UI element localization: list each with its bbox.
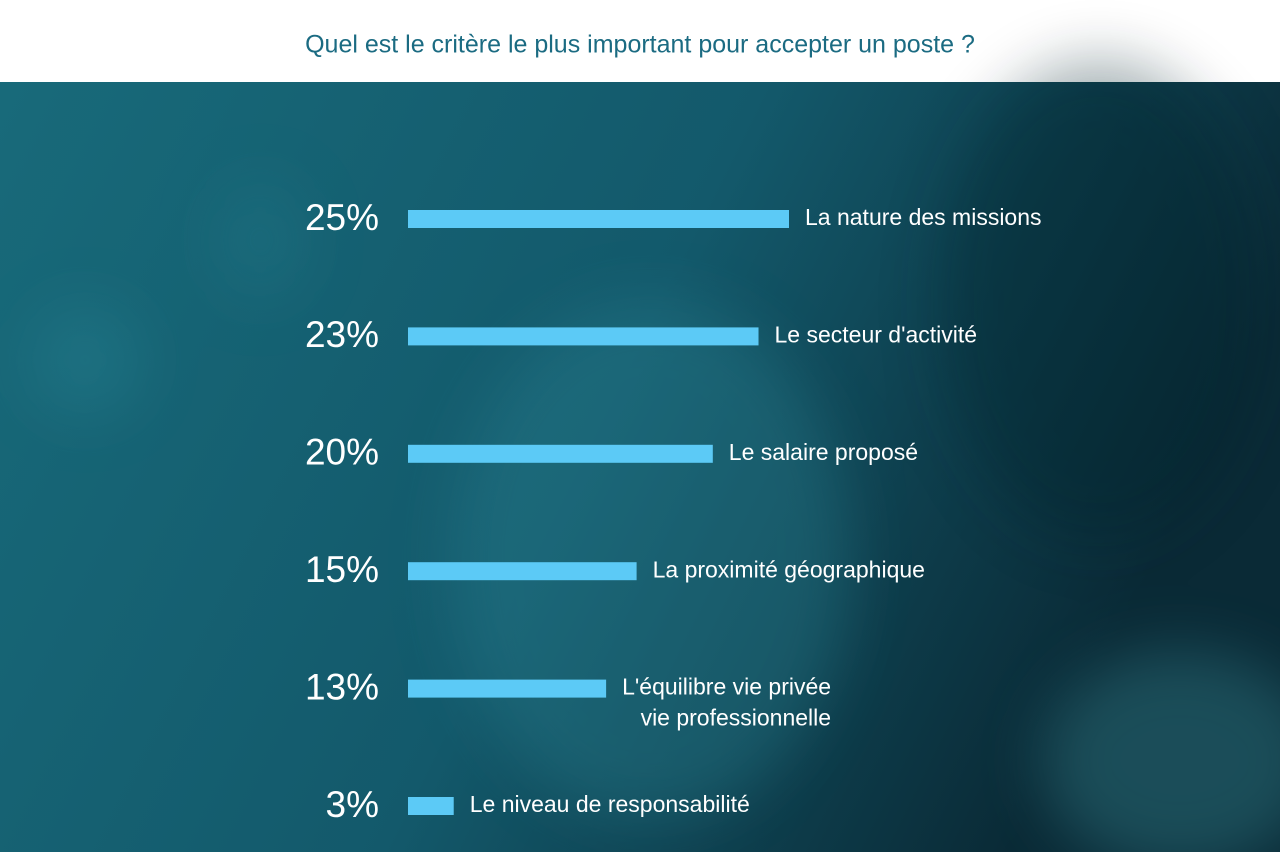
- bar: [408, 210, 789, 228]
- value-label: 25%: [305, 197, 379, 238]
- bar: [408, 679, 607, 698]
- background-photo: [30, 60, 1280, 852]
- bar: [408, 444, 713, 463]
- bar: [408, 327, 759, 346]
- value-label: 3%: [326, 784, 379, 825]
- value-label: 13%: [305, 666, 379, 707]
- value-label: 15%: [305, 549, 379, 590]
- value-label: 20%: [305, 432, 379, 473]
- category-label-line: vie professionnelle: [641, 705, 832, 731]
- chart-title: Quel est le critère le plus important po…: [305, 31, 975, 59]
- category-label: Le secteur d'activité: [775, 321, 978, 347]
- category-label: Le salaire proposé: [729, 439, 918, 465]
- category-label-line: L'équilibre vie privée: [622, 674, 831, 700]
- value-label: 23%: [305, 314, 379, 355]
- bar: [408, 562, 637, 581]
- category-label: Le niveau de responsabilité: [470, 791, 750, 817]
- bar: [408, 797, 454, 815]
- category-label: La nature des missions: [805, 204, 1042, 230]
- category-label: La proximité géographique: [653, 556, 925, 582]
- category-label: L'équilibre vie privée vie professionnell…: [622, 674, 831, 731]
